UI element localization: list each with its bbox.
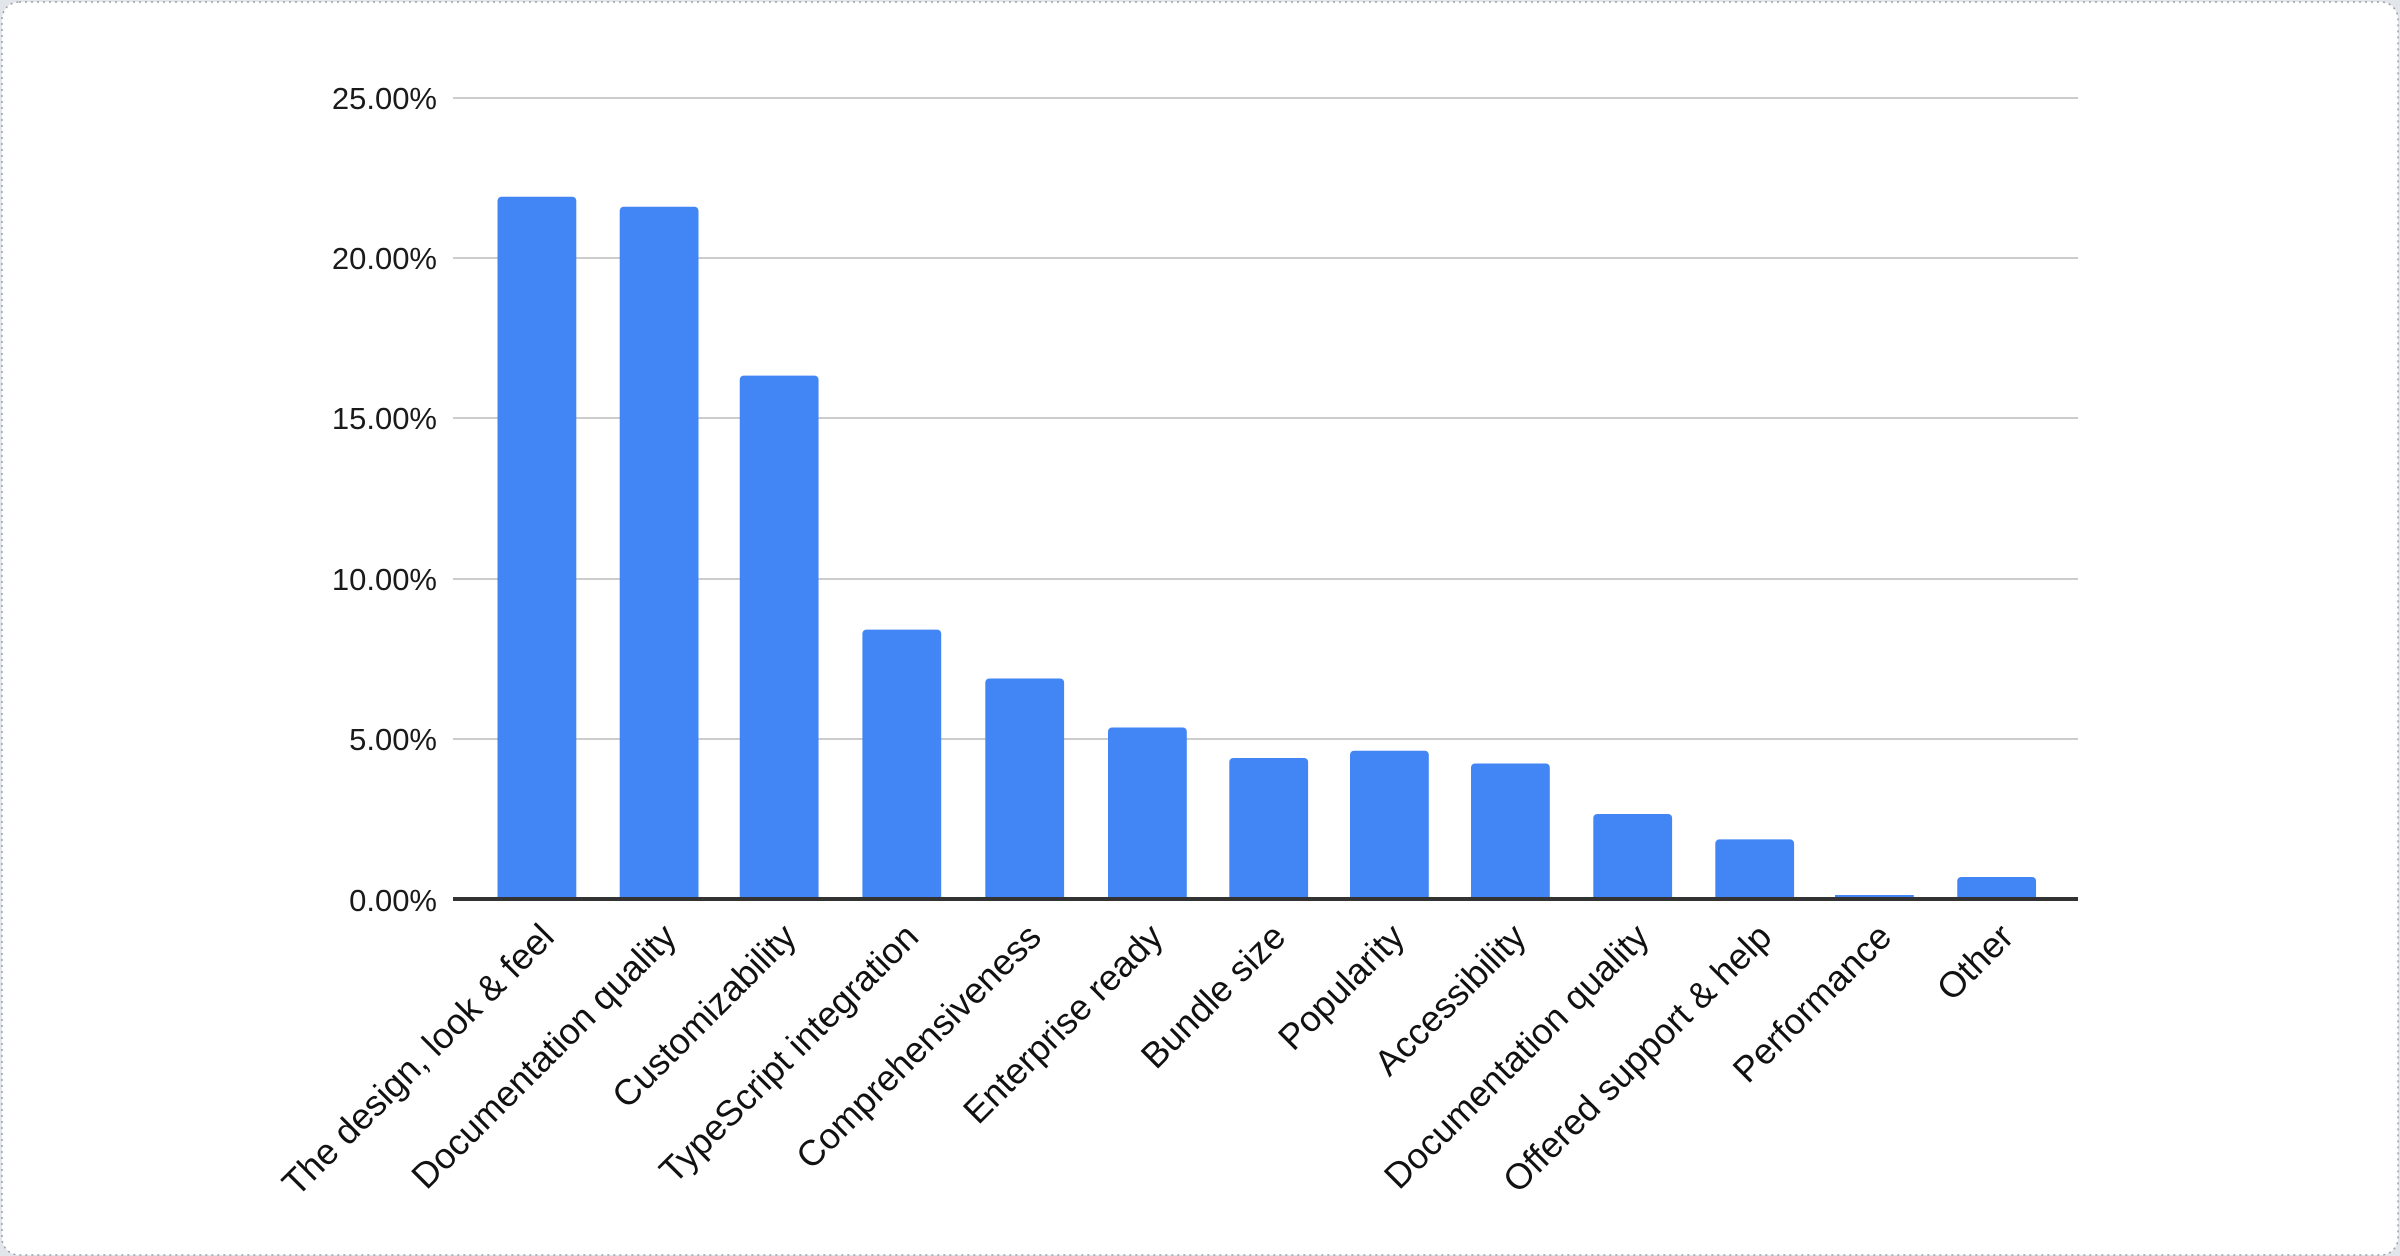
svg-text:5.00%: 5.00% [349, 722, 437, 757]
svg-text:20.00%: 20.00% [332, 241, 437, 276]
svg-text:15.00%: 15.00% [332, 401, 437, 436]
svg-text:10.00%: 10.00% [332, 562, 437, 597]
svg-text:0.00%: 0.00% [349, 883, 437, 918]
svg-text:25.00%: 25.00% [332, 81, 437, 116]
